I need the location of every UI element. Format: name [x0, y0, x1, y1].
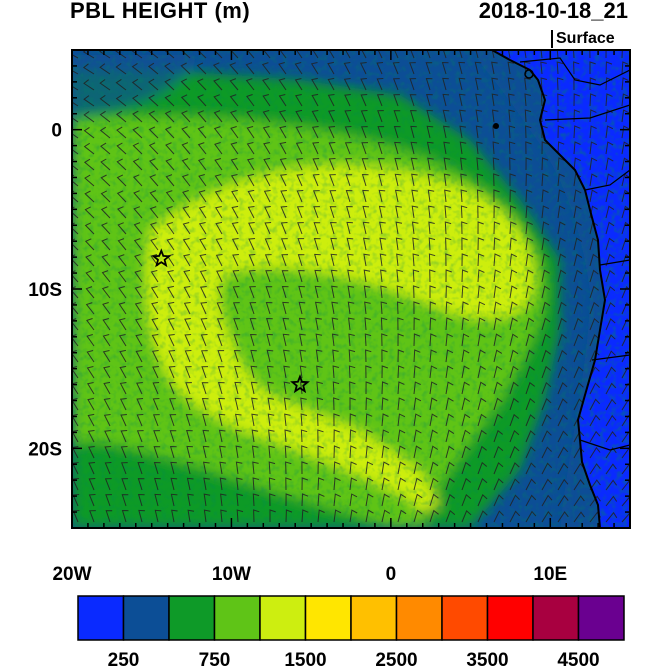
colorbar-label-5: 4500 — [557, 650, 599, 667]
colorbar-swatch-8 — [441, 595, 489, 641]
lon-label-3: 10E — [533, 564, 567, 585]
colorbar-label-2: 1500 — [284, 650, 326, 667]
axis-ticks — [71, 49, 631, 529]
longitude-labels: 20W 10W 0 10E — [52, 564, 567, 585]
lat-label-2: 20S — [28, 439, 62, 460]
colorbar-swatch-4 — [259, 595, 307, 641]
station-markers — [151, 248, 310, 394]
colorbar-label-1: 750 — [199, 650, 231, 667]
colorbar-swatch-7 — [395, 595, 443, 641]
colorbar-swatch-11 — [577, 595, 625, 641]
colorbar-swatch-3 — [213, 595, 261, 641]
colorbar-label-3: 2500 — [375, 650, 417, 667]
pbl-field — [72, 50, 630, 528]
map-title: PBL HEIGHT (m) — [70, 0, 251, 23]
colorbar-label-4: 3500 — [466, 650, 508, 667]
wind-barbs — [72, 50, 630, 523]
level-label: Surface — [551, 30, 615, 48]
colorbar-swatch-6 — [350, 595, 398, 641]
colorbar-label-0: 250 — [108, 650, 140, 667]
lat-label-1: 10S — [28, 280, 62, 301]
star-marker-1 — [151, 248, 172, 268]
lon-label-2: 0 — [386, 564, 397, 585]
colorbar-labels: 250 750 1500 2500 3500 4500 — [108, 650, 600, 667]
coastline — [491, 50, 607, 528]
country-borders — [519, 57, 630, 451]
colorbar — [77, 595, 625, 641]
lon-label-0: 20W — [52, 564, 91, 585]
colorbar-swatch-9 — [486, 595, 534, 641]
lon-label-1: 10W — [212, 564, 251, 585]
colorbar-swatch-5 — [304, 595, 352, 641]
colorbar-swatch-1 — [122, 595, 170, 641]
colorbar-swatch-2 — [168, 595, 216, 641]
valid-time: 2018-10-18_21 — [478, 0, 628, 23]
latitude-labels: 0 10S 20S — [28, 121, 62, 461]
star-marker-2 — [290, 374, 310, 394]
island-bioko — [524, 69, 534, 79]
colorbar-swatch-0 — [77, 595, 125, 641]
island-sao-tome — [493, 123, 499, 129]
colorbar-swatch-10 — [532, 595, 580, 641]
lat-label-0: 0 — [51, 121, 62, 142]
